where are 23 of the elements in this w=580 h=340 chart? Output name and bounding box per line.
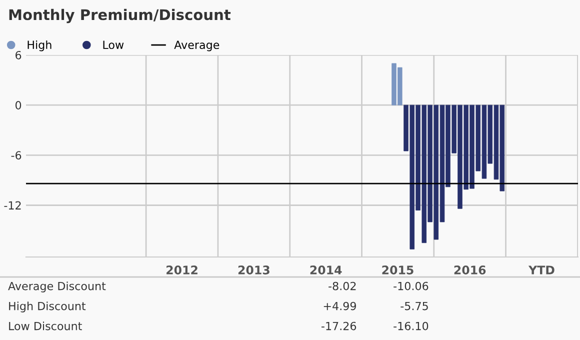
x-tick-label: 2016: [454, 266, 486, 274]
legend-label: Low: [103, 40, 124, 50]
text: High Discount: [9, 302, 86, 312]
y-tick-label: 0: [15, 101, 22, 110]
text: -17.26: [321, 322, 356, 330]
x-tick-label: YTD: [528, 266, 554, 274]
y-tick-label: 6: [16, 50, 22, 60]
text: -16.10: [394, 322, 428, 330]
text: +4.99: [324, 302, 356, 310]
text: Average Discount: [8, 282, 106, 292]
legend-label: Average: [174, 40, 220, 52]
text: -5.75: [400, 302, 428, 310]
y-tick-label: -12: [4, 201, 21, 210]
x-tick-label: 2012: [166, 266, 198, 274]
text: Low Discount: [9, 322, 82, 330]
text: -8.02: [328, 282, 356, 290]
x-tick-label: 2013: [238, 266, 270, 274]
text: -10.06: [394, 282, 428, 290]
x-tick-label: 2015: [382, 266, 414, 274]
chart-title: Monthly Premium/Discount: [9, 8, 231, 24]
x-tick-label: 2014: [310, 266, 342, 274]
legend-label: High: [28, 40, 52, 52]
y-tick-label: -6: [11, 151, 22, 160]
